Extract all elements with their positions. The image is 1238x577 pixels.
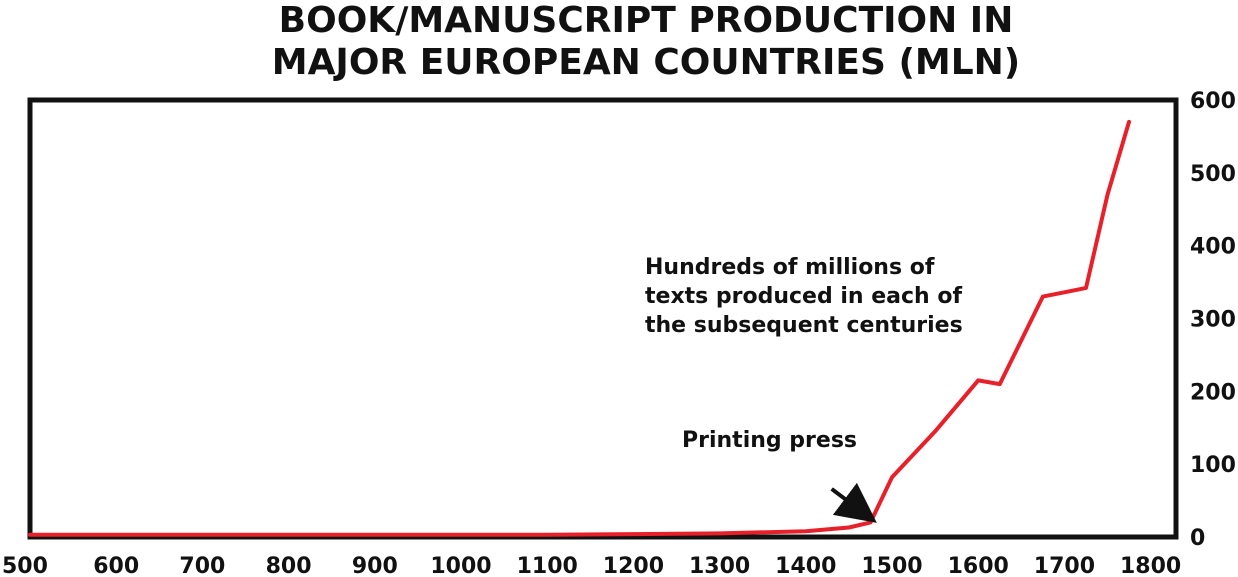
x-tick-label: 1600 (948, 554, 1009, 577)
centuries-note-line-1: Hundreds of millions of (645, 255, 935, 280)
plot-frame (27, 97, 1179, 540)
y-tick-label: 500 (1190, 162, 1236, 187)
y-tick-label: 300 (1190, 308, 1236, 333)
x-tick-label: 600 (93, 554, 139, 577)
centuries-note-line-2: texts produced in each of (645, 284, 962, 309)
x-tick-label: 500 (2, 554, 48, 577)
x-tick-label: 700 (179, 554, 225, 577)
y-tick-label: 200 (1190, 380, 1236, 405)
x-tick-label: 1300 (689, 554, 750, 577)
y-tick-label: 600 (1190, 89, 1236, 114)
x-tick-label: 1400 (775, 554, 836, 577)
x-tick-label: 1000 (430, 554, 491, 577)
y-tick-label: 100 (1190, 453, 1236, 478)
printing-press-label: Printing press (682, 428, 857, 453)
y-tick-label: 0 (1190, 526, 1205, 551)
y-tick-labels: 0 100 200 300 400 500 600 (1190, 89, 1236, 551)
x-tick-label: 1100 (517, 554, 578, 577)
x-tick-label: 1200 (603, 554, 664, 577)
x-tick-label: 1700 (1034, 554, 1095, 577)
x-tick-labels: 500 600 700 800 900 1000 1100 1200 1300 1400 1500 1… (2, 554, 1181, 577)
x-tick-label: 800 (266, 554, 312, 577)
x-tick-label: 1800 (1120, 554, 1181, 577)
chart-title-line-1: BOOK/MANUSCRIPT PRODUCTION IN (279, 0, 1014, 41)
y-tick-label: 400 (1190, 235, 1236, 260)
printing-press-arrow (830, 482, 877, 523)
x-tick-label: 1500 (861, 554, 922, 577)
centuries-note-line-3: the subsequent centuries (645, 313, 963, 338)
chart-title-line-2: MAJOR EUROPEAN COUNTRIES (MLN) (272, 42, 1021, 83)
production-line (28, 119, 1131, 537)
x-tick-label: 900 (352, 554, 398, 577)
